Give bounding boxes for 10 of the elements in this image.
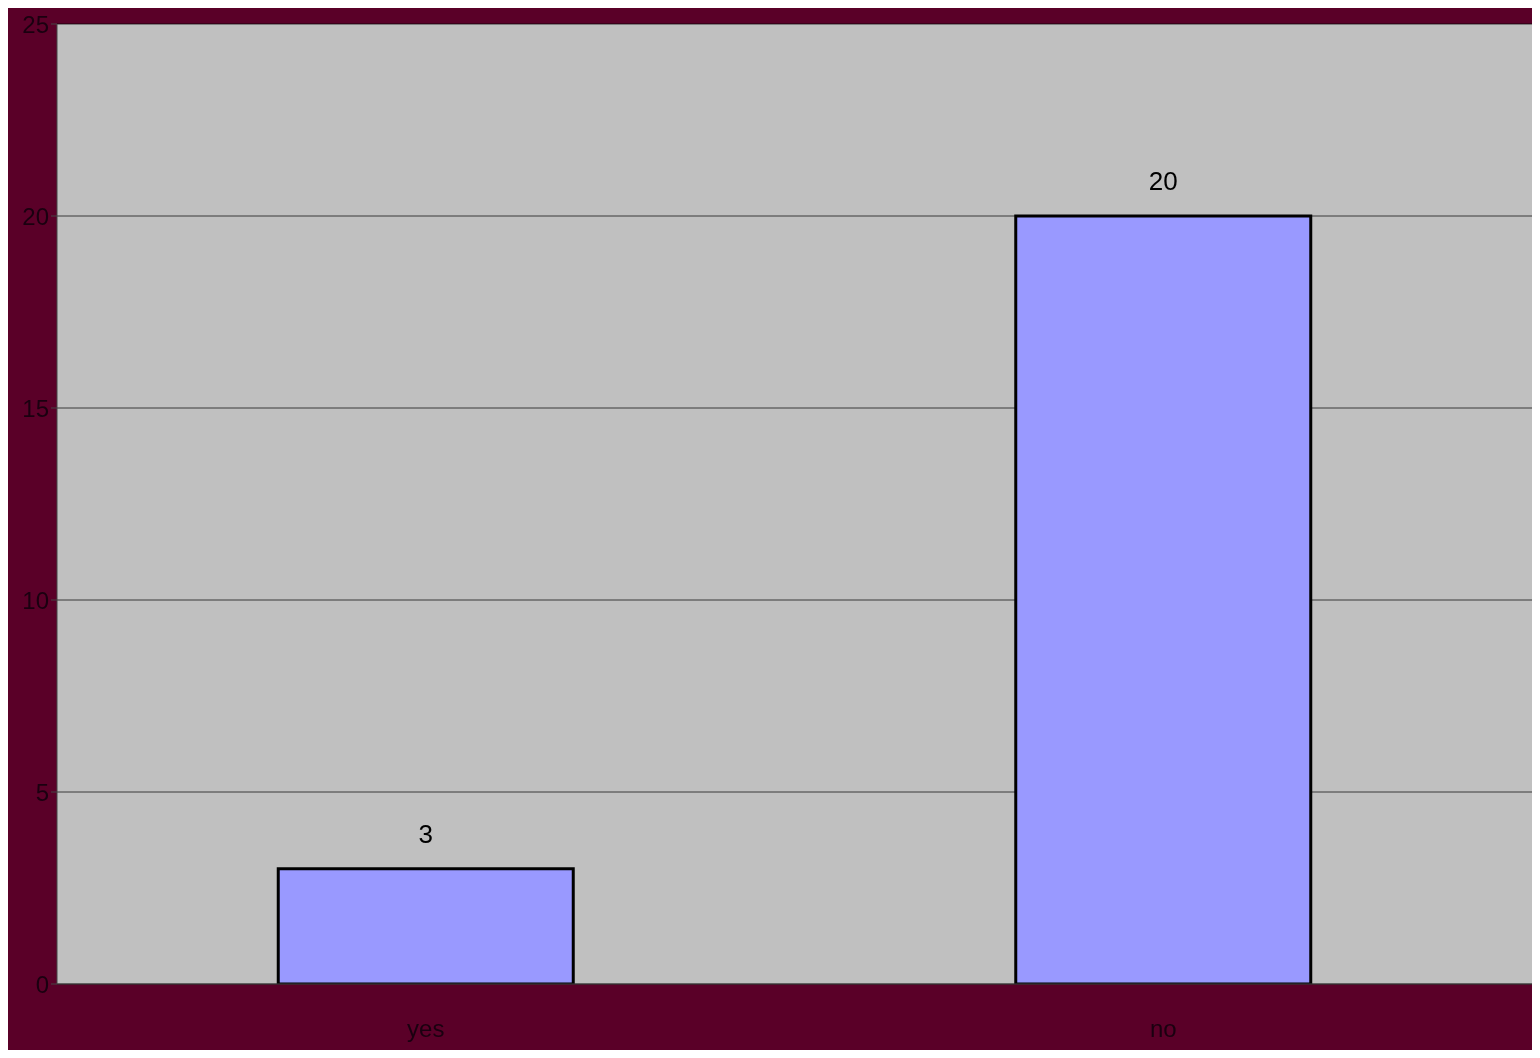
y-tick-label: 10 [22, 586, 49, 614]
y-tick-label: 25 [22, 10, 49, 38]
y-tick-label: 5 [35, 778, 49, 806]
x-tick-label: no [1149, 1015, 1177, 1043]
data-label: 3 [418, 818, 433, 849]
y-tick-label: 15 [22, 394, 49, 422]
x-tick-label: yes [407, 1015, 445, 1043]
data-label: 20 [1148, 166, 1178, 196]
y-tick-label: 0 [35, 970, 49, 998]
y-tick-label: 20 [22, 202, 49, 230]
